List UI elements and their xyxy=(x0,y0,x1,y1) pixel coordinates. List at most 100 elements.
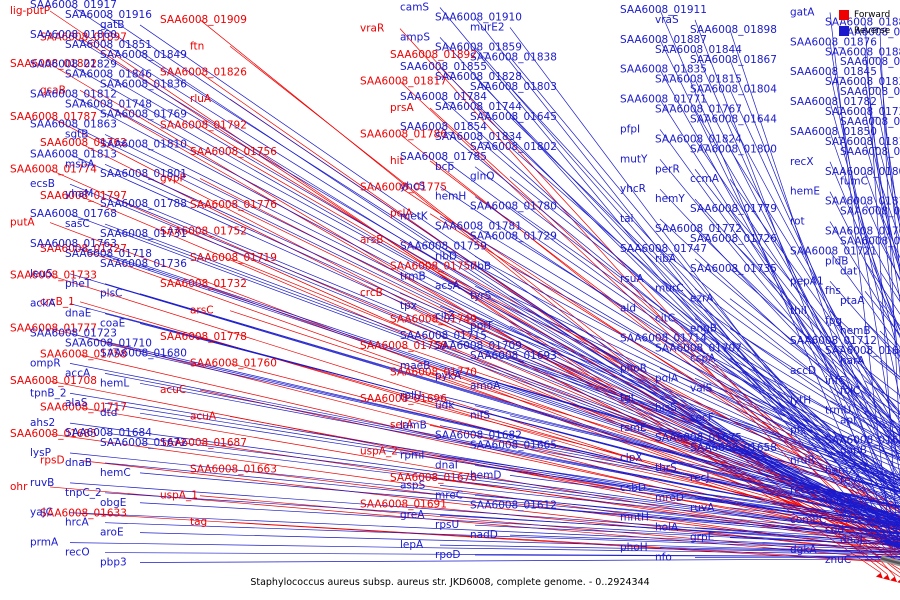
gene-label-reverse: hisS xyxy=(655,402,677,414)
gene-label-reverse: aspS xyxy=(400,479,426,491)
gene-arrow xyxy=(897,543,900,549)
gene-label-forward: SAA6008_01777 xyxy=(10,322,97,334)
gene-label-reverse: polA xyxy=(655,372,679,384)
connector-line xyxy=(864,201,900,282)
gene-label-forward: crcB_1 xyxy=(40,296,75,308)
gene-label-reverse: SAA6008_01917 xyxy=(30,0,117,11)
gene-label-reverse: hemX xyxy=(825,464,856,476)
connector-line xyxy=(509,475,900,526)
connector-line xyxy=(104,462,900,539)
gene-label-forward: SAA6008_01797 xyxy=(40,190,127,202)
connector-line xyxy=(729,328,900,437)
connector-line xyxy=(474,465,900,525)
gene-label-reverse: SAA6008_01838 xyxy=(470,51,557,63)
connector-line xyxy=(729,417,900,476)
gene-label-forward: SAA6008_01817 xyxy=(360,76,447,88)
connector-line xyxy=(694,49,900,514)
connector-line xyxy=(69,482,900,544)
connector-line xyxy=(659,218,900,442)
gene-label-reverse: SAA6008_01644 xyxy=(690,113,777,125)
connector-line xyxy=(229,363,900,535)
gene-label-reverse: SAA6008_01804 xyxy=(690,84,777,96)
gene-label-reverse: secF xyxy=(690,412,714,424)
gene-label-reverse: SAA6008_01718 xyxy=(65,248,152,260)
connector-line xyxy=(729,447,900,492)
gene-label-reverse: ald xyxy=(620,303,636,315)
connector-line xyxy=(864,111,900,275)
gene-label-reverse: gatB xyxy=(100,19,124,31)
gene-label-reverse: SAA6008_01816 xyxy=(825,196,900,208)
gene-label-reverse: SAA6008_01763 xyxy=(30,238,117,250)
gene-label-reverse: fhs xyxy=(825,285,841,297)
connector-line xyxy=(829,430,900,458)
gene-label-reverse: SAA6008_01729 xyxy=(470,230,557,242)
connector-line xyxy=(694,228,900,429)
gene-label-reverse: SAA6008_01811 xyxy=(840,86,900,98)
connector-line xyxy=(694,19,897,549)
connector-line xyxy=(694,437,900,493)
legend-forward-label: Forward xyxy=(854,10,891,20)
connector-line xyxy=(509,206,900,480)
connector-line xyxy=(729,59,900,493)
gene-label-reverse: SAA6008_01916 xyxy=(65,9,152,21)
gene-label-reverse: hemB xyxy=(840,325,871,337)
gene-label-reverse: rsmE xyxy=(620,422,647,434)
gene-label-reverse: pfpI xyxy=(620,123,640,135)
gene-arrow xyxy=(883,574,890,581)
connector-line xyxy=(69,542,900,555)
gene-label-reverse: lysP xyxy=(30,447,51,459)
connector-line xyxy=(729,89,900,460)
connector-line xyxy=(199,495,900,557)
gene-label-reverse: tnpC_2 xyxy=(65,487,102,499)
connector-line xyxy=(439,275,900,491)
gene-label-reverse: SAA6008_01833 xyxy=(825,76,900,88)
connector-line xyxy=(864,231,900,297)
gene-label-reverse: dnaJ xyxy=(840,534,863,546)
gene-label-reverse: SAA6008_01689 xyxy=(825,345,900,357)
connector-line xyxy=(399,134,900,531)
gene-label-reverse: obgE xyxy=(100,497,126,509)
gene-label-reverse: apt xyxy=(840,415,857,427)
gene-label-reverse: SAA6008_01645 xyxy=(470,111,557,123)
gene-label-forward: SAA6008_01762 xyxy=(40,137,127,149)
connector-line xyxy=(659,517,900,537)
gene-label-reverse: recX xyxy=(790,156,814,168)
gene-label-reverse: SAA6008_01910 xyxy=(435,11,522,23)
connector-line xyxy=(729,119,900,437)
connector-line xyxy=(439,186,900,493)
connector-line xyxy=(429,319,900,511)
connector-line xyxy=(729,268,900,419)
gene-label-reverse: nfo xyxy=(655,552,672,564)
gene-label-forward: ohr xyxy=(10,481,28,493)
connector-line xyxy=(104,253,900,520)
gene-label-reverse: perR xyxy=(655,163,680,175)
connector-line xyxy=(139,532,900,553)
gene-label-forward: acuC xyxy=(160,384,186,396)
gene-label-reverse: tpx xyxy=(400,300,417,312)
gene-label-reverse: SAA6008_01828 xyxy=(435,71,522,83)
gene-label-reverse: maeB xyxy=(400,360,430,372)
gene-label-reverse: pepA1 xyxy=(790,275,824,287)
connector-line xyxy=(439,365,900,502)
connector-line xyxy=(439,544,900,554)
gene-label-reverse: citC xyxy=(655,313,675,325)
gene-label-reverse: SAA6008_01801 xyxy=(100,168,187,180)
gene-label-reverse: SAA6008_01850 xyxy=(790,126,877,138)
connector-line xyxy=(69,452,900,539)
gene-label-reverse: ribB xyxy=(470,260,491,272)
gene-label-reverse: rpoD xyxy=(435,549,461,561)
connector-line xyxy=(199,19,888,575)
connector-line xyxy=(474,435,900,516)
gene-label-reverse: SAA6008_01812 xyxy=(30,89,117,101)
connector-line xyxy=(69,303,900,523)
gene-label-reverse: sgtB xyxy=(65,128,88,140)
connector-line xyxy=(474,315,900,490)
gene-label-reverse: amoA xyxy=(470,380,501,392)
connector-line xyxy=(694,407,900,479)
connector-line xyxy=(829,42,900,478)
gene-label-reverse: recD xyxy=(790,484,814,496)
connector-line xyxy=(474,375,900,501)
gene-label-reverse: SAA6008_01849 xyxy=(100,49,187,61)
gene-label-reverse: SAA6008_01710 xyxy=(65,337,152,349)
gene-label-reverse: trmU xyxy=(825,405,851,417)
